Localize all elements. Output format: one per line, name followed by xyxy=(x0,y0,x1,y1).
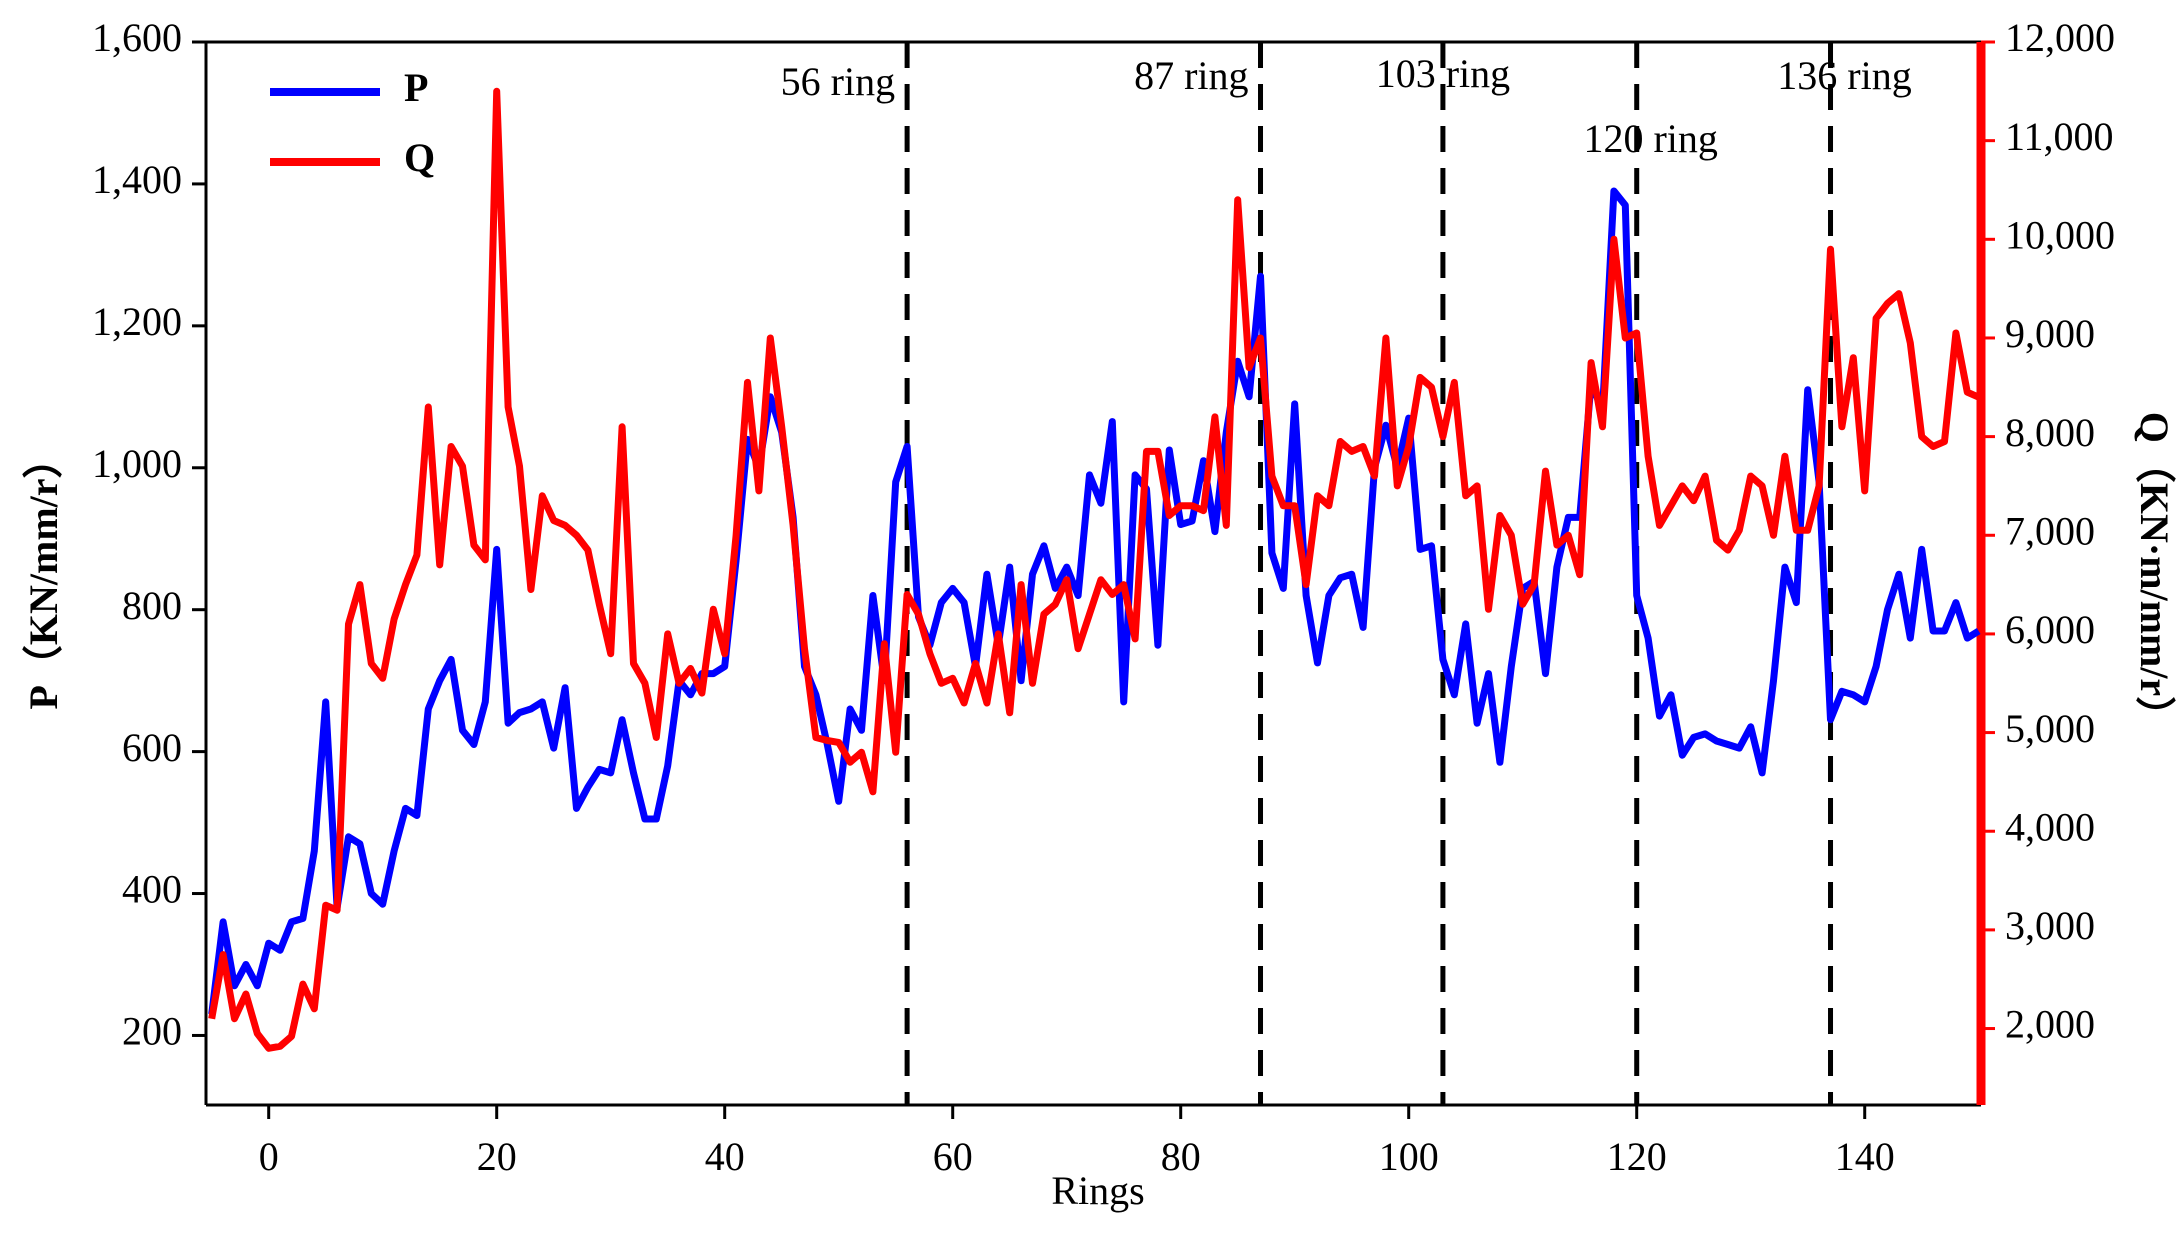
y2-tick-label: 10,000 xyxy=(2005,212,2115,257)
y2-tick-label: 2,000 xyxy=(2005,1002,2095,1047)
y2-tick-label: 4,000 xyxy=(2005,804,2095,849)
y2-tick-label: 5,000 xyxy=(2005,706,2095,751)
y-tick-label: 1,600 xyxy=(92,15,182,60)
x-axis-label: Rings xyxy=(1051,1168,1144,1213)
legend-label: Q xyxy=(404,135,435,180)
y-tick-label: 1,200 xyxy=(92,299,182,344)
ring-label: 136 ring xyxy=(1777,53,1911,98)
y2-tick-label: 8,000 xyxy=(2005,410,2095,455)
ring-label: 56 ring xyxy=(781,59,895,104)
x-tick-label: 40 xyxy=(705,1134,745,1179)
ring-label: 120 ring xyxy=(1583,116,1717,161)
y2-axis-label: Q（KN·m/mm/r） xyxy=(2132,412,2177,736)
y-axis-label: P（KN/mm/r） xyxy=(21,438,66,709)
series-line xyxy=(208,87,1981,1052)
ring-label: 103 ring xyxy=(1376,51,1510,96)
x-tick-label: 60 xyxy=(933,1134,973,1179)
x-tick-label: 100 xyxy=(1379,1134,1439,1179)
y2-tick-label: 9,000 xyxy=(2005,311,2095,356)
x-tick-label: 0 xyxy=(259,1134,279,1179)
y-tick-label: 1,400 xyxy=(92,157,182,202)
x-tick-label: 80 xyxy=(1161,1134,1201,1179)
y-tick-label: 400 xyxy=(122,867,182,912)
x-tick-label: 120 xyxy=(1607,1134,1667,1179)
y2-tick-label: 6,000 xyxy=(2005,607,2095,652)
series-line xyxy=(208,187,1981,1015)
x-tick-label: 20 xyxy=(477,1134,517,1179)
legend-label: P xyxy=(404,65,428,110)
y-tick-label: 800 xyxy=(122,583,182,628)
y2-tick-label: 7,000 xyxy=(2005,508,2095,553)
y-tick-label: 1,000 xyxy=(92,441,182,486)
y2-tick-label: 11,000 xyxy=(2005,114,2114,159)
ring-label: 87 ring xyxy=(1134,53,1248,98)
y2-tick-label: 3,000 xyxy=(2005,903,2095,948)
y-tick-label: 600 xyxy=(122,725,182,770)
y2-tick-label: 12,000 xyxy=(2005,15,2115,60)
y-tick-label: 200 xyxy=(122,1009,182,1054)
x-tick-label: 140 xyxy=(1835,1134,1895,1179)
